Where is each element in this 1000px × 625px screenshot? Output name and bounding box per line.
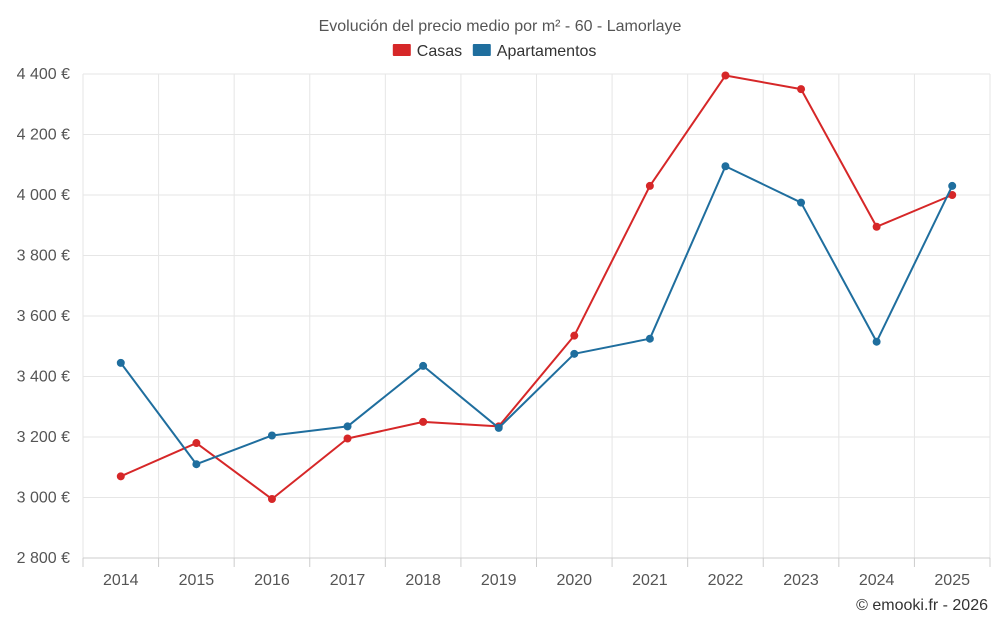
data-point-apartamentos <box>570 349 579 358</box>
data-point-apartamentos <box>419 361 428 370</box>
data-point-casas <box>948 191 957 199</box>
grid <box>82 73 991 558</box>
x-tick-label: 2023 <box>783 572 819 589</box>
x-tick-label: 2022 <box>708 572 744 589</box>
data-point-casas <box>570 331 579 340</box>
legend-swatch-casas <box>392 44 411 56</box>
x-axis: 2014 2015 2016 2017 2018 2019 2020 2021 2022 2023… <box>82 557 991 589</box>
data-point-casas <box>797 85 806 94</box>
data-point-apartamentos <box>192 460 201 469</box>
y-tick-label: 3 200 € <box>17 429 70 446</box>
data-point-casas <box>645 181 654 190</box>
data-point-apartamentos <box>948 181 957 190</box>
data-point-apartamentos <box>116 358 125 367</box>
y-axis: 2 800 € 3 000 € 3 200 € 3 400 € 3 600 € 3 800… <box>17 66 70 567</box>
x-tick-label: 2017 <box>330 572 366 589</box>
data-point-casas <box>343 434 352 443</box>
data-point-apartamentos <box>494 423 503 432</box>
data-point-casas <box>872 222 881 231</box>
y-tick-label: 2 800 € <box>17 550 70 567</box>
data-point-apartamentos <box>797 198 806 207</box>
x-tick-label: 2024 <box>859 572 895 589</box>
data-point-apartamentos <box>721 162 730 171</box>
x-tick-label: 2016 <box>254 572 290 589</box>
series-line-casas <box>120 74 953 501</box>
legend: Casas Apartamentos <box>392 43 597 60</box>
data-point-apartamentos <box>343 422 352 431</box>
legend-label-casas: Casas <box>417 43 462 60</box>
chart-title: Evolución del precio medio por m² - 60 -… <box>319 18 682 35</box>
data-point-casas <box>419 417 428 426</box>
y-tick-label: 3 000 € <box>17 490 70 507</box>
data-point-apartamentos <box>872 337 881 346</box>
credit-text: © emooki.fr - 2026 <box>856 597 988 614</box>
data-point-casas <box>116 472 125 481</box>
data-point-apartamentos <box>645 334 654 343</box>
y-tick-label: 4 000 € <box>17 187 70 204</box>
y-tick-label: 3 400 € <box>17 369 70 386</box>
series-line-apartamentos <box>119 165 954 466</box>
y-tick-label: 3 800 € <box>17 248 70 265</box>
x-tick-label: 2015 <box>179 572 215 589</box>
x-tick-label: 2019 <box>481 572 517 589</box>
y-tick-label: 4 400 € <box>17 66 70 83</box>
data-point-apartamentos <box>267 431 276 440</box>
y-tick-label: 4 200 € <box>17 127 70 144</box>
legend-label-apartamentos: Apartamentos <box>497 43 597 60</box>
x-tick-label: 2021 <box>632 572 668 589</box>
x-tick-label: 2020 <box>556 572 592 589</box>
x-tick-label: 2018 <box>405 572 441 589</box>
legend-swatch-apartamentos <box>472 44 491 56</box>
data-point-casas <box>721 71 730 80</box>
data-point-casas <box>192 439 201 448</box>
x-tick-label: 2025 <box>934 572 970 589</box>
x-tick-label: 2014 <box>103 572 139 589</box>
y-tick-label: 3 600 € <box>17 308 70 325</box>
data-point-casas <box>267 495 276 504</box>
series-group <box>116 71 957 504</box>
